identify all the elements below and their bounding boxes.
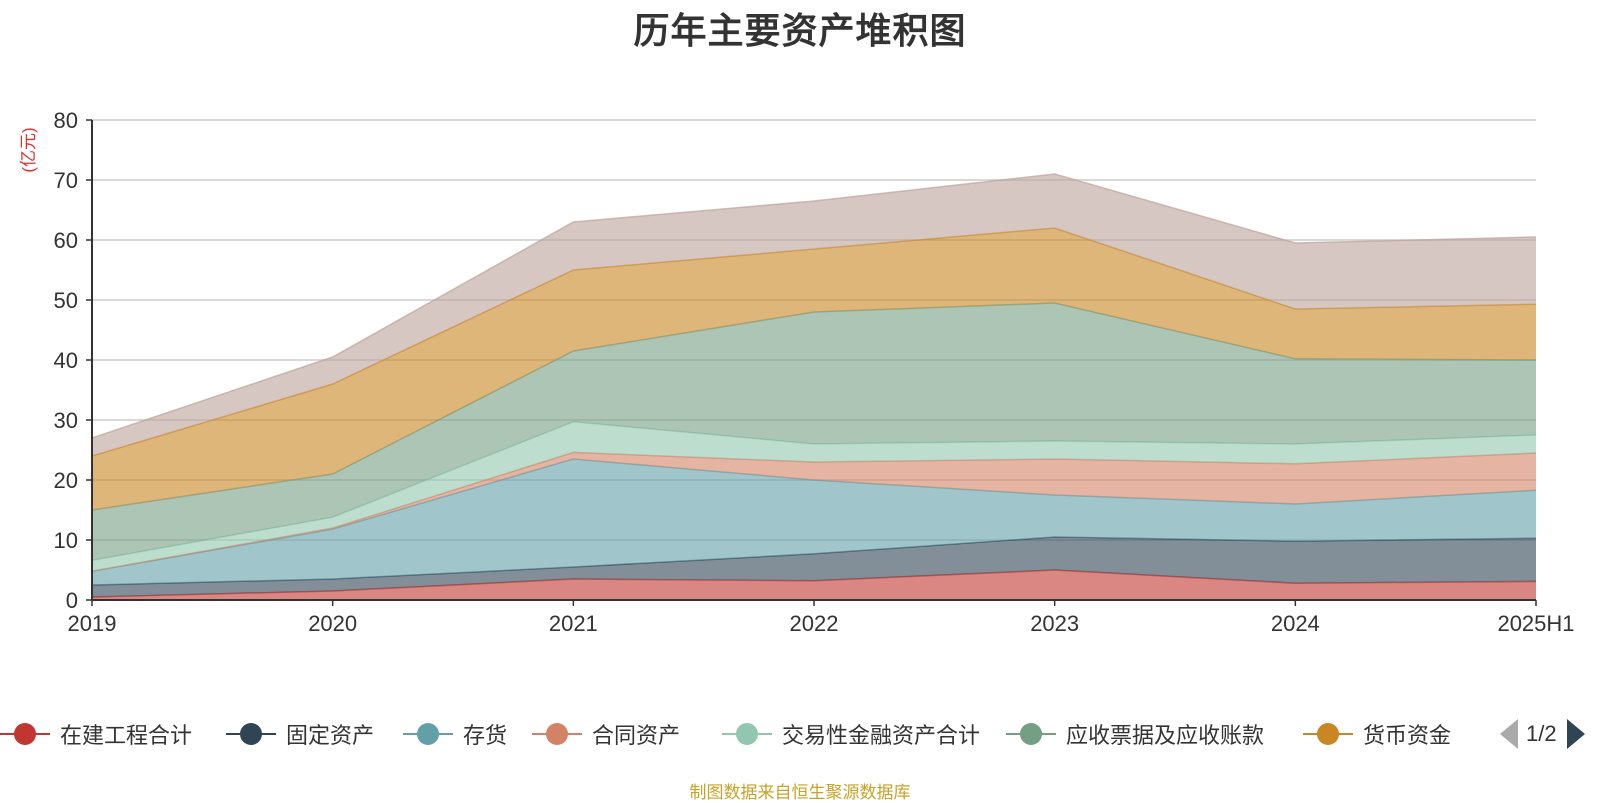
legend-marker-icon — [532, 722, 582, 746]
x-tick-labels: 2019 2020 2021 2022 2023 2024 2025H1 — [68, 600, 1575, 636]
area-series — [91, 173, 1537, 600]
legend-label: 交易性金融资产合计 — [782, 723, 981, 748]
x-tick-label: 2019 — [68, 611, 117, 636]
y-tick-label: 70 — [54, 168, 78, 193]
legend-label: 固定资产 — [286, 723, 375, 748]
legend-page-indicator: 1/2 — [1526, 721, 1557, 746]
y-tick-label: 30 — [54, 408, 78, 433]
legend-item[interactable]: 交易性金融资产合计 — [722, 716, 980, 752]
area-series-3 — [92, 452, 1536, 572]
area-series-1 — [92, 537, 1536, 597]
x-tick-label: 2025H1 — [1497, 611, 1574, 636]
area-series-6 — [92, 228, 1536, 510]
y-tick-label: 80 — [54, 108, 78, 133]
x-tick-label: 2024 — [1271, 611, 1320, 636]
legend-label: 合同资产 — [592, 723, 681, 748]
legend-prev-icon[interactable] — [1500, 719, 1518, 749]
x-tick-label: 2020 — [308, 611, 357, 636]
legend-marker-icon — [1303, 722, 1353, 746]
legend-marker-icon — [722, 722, 772, 746]
y-axis-unit-text: (亿元) — [19, 127, 38, 172]
y-tick-label: 10 — [54, 528, 78, 553]
legend-label: 货币资金 — [1363, 723, 1452, 748]
area-series-7 — [92, 174, 1536, 456]
y-tick-labels: 0 10 20 30 40 50 60 70 80 — [54, 108, 92, 613]
area-series-4 — [92, 421, 1536, 572]
area-series-5 — [92, 303, 1536, 561]
legend: 在建工程合计 固定资产 存货 合同资产 交易性金融资产合计 应收票据及应收账款 货币资金 — [0, 716, 1600, 752]
area-series-0 — [92, 570, 1536, 600]
y-tick-label: 20 — [54, 468, 78, 493]
legend-item[interactable]: 合同资产 — [532, 716, 680, 752]
legend-item[interactable]: 在建工程合计 — [0, 716, 192, 752]
legend-marker-icon — [226, 722, 276, 746]
legend-item[interactable]: 固定资产 — [226, 716, 374, 752]
legend-label: 存货 — [463, 723, 508, 748]
legend-marker-icon — [0, 722, 50, 746]
y-tick-label: 40 — [54, 348, 78, 373]
legend-marker-icon — [403, 722, 453, 746]
legend-label: 应收票据及应收账款 — [1066, 723, 1265, 748]
area-series-line-7 — [91, 173, 1537, 439]
legend-marker-icon — [1006, 722, 1056, 746]
x-tick-label: 2022 — [790, 611, 839, 636]
legend-item[interactable]: 存货 — [403, 716, 507, 752]
x-tick-label: 2023 — [1030, 611, 1079, 636]
legend-label: 在建工程合计 — [60, 723, 193, 748]
y-tick-label: 0 — [66, 588, 78, 613]
x-tick-label: 2021 — [549, 611, 598, 636]
legend-next-icon[interactable] — [1566, 719, 1585, 749]
data-source-note: 制图数据来自恒生聚源数据库 — [689, 783, 911, 802]
y-tick-label: 50 — [54, 288, 78, 313]
y-axis-unit-label: (亿元) — [19, 127, 38, 172]
area-series-2 — [92, 459, 1536, 585]
legend-pager: 1/2 — [1500, 718, 1585, 750]
chart-title: 历年主要资产堆积图 — [633, 10, 967, 51]
legend-item[interactable]: 应收票据及应收账款 — [1006, 716, 1264, 752]
y-tick-label: 60 — [54, 228, 78, 253]
legend-item[interactable]: 货币资金 — [1303, 716, 1451, 752]
